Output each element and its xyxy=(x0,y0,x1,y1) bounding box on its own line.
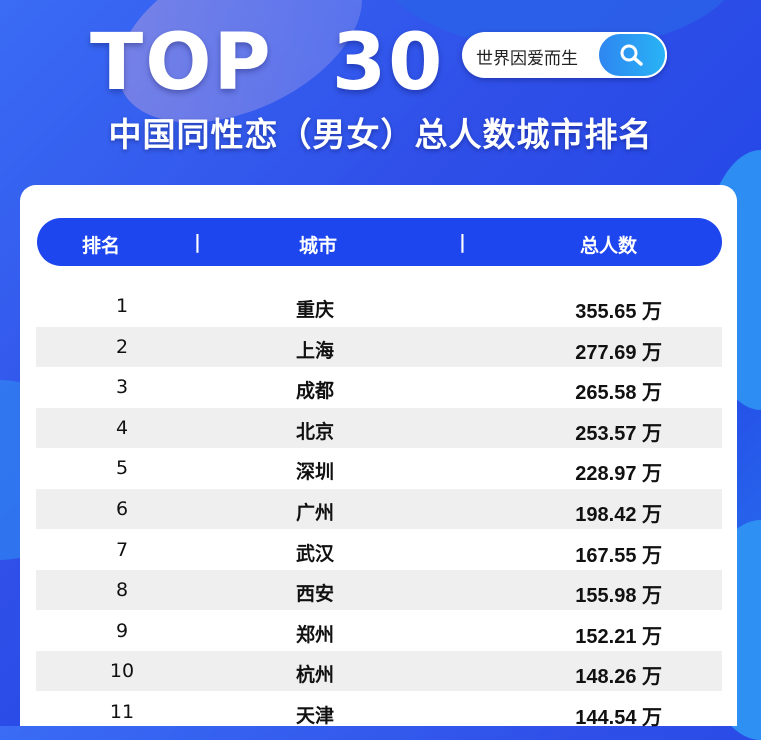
table-row: 2 上海 277.69 万 xyxy=(36,326,722,367)
search-text: 世界因爱而生 xyxy=(476,49,578,69)
city-cell: 西安 xyxy=(296,583,335,606)
page-subtitle: 中国同性恋（男女）总人数城市排名 xyxy=(108,115,653,154)
column-header-rank: 排名 xyxy=(82,235,121,257)
table-row: 7 武汉 167.55 万 xyxy=(36,530,722,570)
rank-cell: 7 xyxy=(115,538,129,561)
search-box[interactable]: 世界因爱而生 xyxy=(462,32,667,78)
city-cell: 天津 xyxy=(296,705,335,727)
city-cell: 北京 xyxy=(296,420,335,443)
column-header-city: 城市 xyxy=(299,235,338,257)
table-header: 排名 | 城市 | 总人数 xyxy=(37,218,722,266)
rank-cell: 2 xyxy=(115,335,129,358)
city-cell: 杭州 xyxy=(296,664,335,687)
rank-cell: 9 xyxy=(115,619,129,642)
table-row: 4 北京 253.57 万 xyxy=(36,407,722,448)
rank-cell: 11 xyxy=(109,701,135,723)
rank-cell: 1 xyxy=(115,295,129,317)
search-icon xyxy=(620,44,643,66)
city-cell: 成都 xyxy=(296,380,335,403)
rank-cell: 4 xyxy=(115,416,129,439)
rank-cell: 6 xyxy=(115,498,129,520)
table-row: 10 杭州 148.26 万 xyxy=(36,651,722,692)
total-cell: 152.21 万 xyxy=(575,625,662,648)
total-cell: 228.97 万 xyxy=(575,463,662,486)
total-cell: 277.69 万 xyxy=(575,341,662,364)
table-row: 3 成都 265.58 万 xyxy=(36,367,722,407)
city-cell: 广州 xyxy=(296,502,335,524)
rank-cell: 5 xyxy=(115,457,129,480)
table-row: 9 郑州 152.21 万 xyxy=(36,611,722,651)
column-separator: | xyxy=(459,231,466,253)
search-button[interactable] xyxy=(597,32,667,78)
city-cell: 上海 xyxy=(296,339,335,362)
page-title: TOP 30 xyxy=(90,18,445,108)
city-cell: 武汉 xyxy=(296,542,335,565)
total-cell: 155.98 万 xyxy=(575,585,662,608)
column-separator: | xyxy=(194,231,201,253)
city-cell: 深圳 xyxy=(296,461,335,484)
column-header-total: 总人数 xyxy=(580,235,638,257)
table-row: 8 西安 155.98 万 xyxy=(36,570,722,611)
rank-cell: 10 xyxy=(109,660,135,683)
total-cell: 148.26 万 xyxy=(575,666,662,689)
ranking-table-card: 排名 | 城市 | 总人数 1 重庆 355.65 万 2 上海 277.69 万 3 成都 2… xyxy=(20,185,737,729)
city-cell: 郑州 xyxy=(296,623,335,646)
total-cell: 167.55 万 xyxy=(575,544,662,567)
table-row: 1 重庆 355.65 万 xyxy=(36,286,722,326)
rank-cell: 3 xyxy=(115,376,129,399)
total-cell: 144.54 万 xyxy=(575,707,662,729)
city-cell: 重庆 xyxy=(296,299,335,321)
total-cell: 198.42 万 xyxy=(575,504,662,526)
table-row: 6 广州 198.42 万 xyxy=(36,489,722,529)
total-cell: 253.57 万 xyxy=(575,422,662,445)
table-row: 11 天津 144.54 万 xyxy=(36,692,722,732)
table-row: 5 深圳 228.97 万 xyxy=(36,448,722,488)
total-cell: 355.65 万 xyxy=(575,301,662,323)
total-cell: 265.58 万 xyxy=(575,382,662,405)
rank-cell: 8 xyxy=(115,579,129,602)
